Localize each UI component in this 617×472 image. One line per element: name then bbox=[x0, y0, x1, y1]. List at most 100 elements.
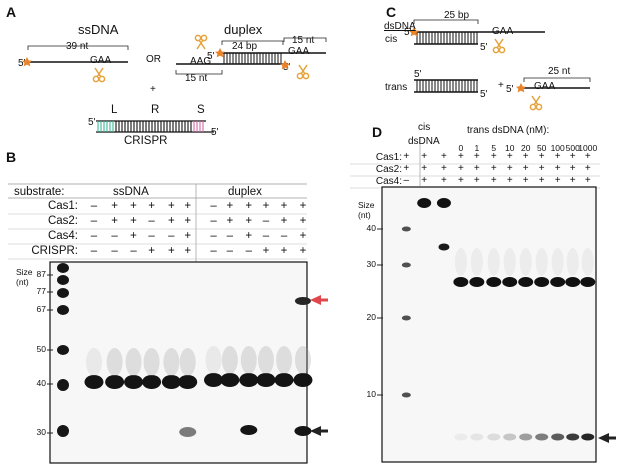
trans-gaa: GAA bbox=[534, 81, 556, 92]
trans-substrate-band bbox=[550, 277, 566, 287]
smear-d bbox=[566, 248, 579, 276]
cis-label-c: cis bbox=[385, 34, 398, 45]
concentration-0: 0 bbox=[458, 143, 464, 153]
ss-length-bracket bbox=[27, 45, 129, 50]
ladder-band-d bbox=[401, 262, 411, 268]
cell-d-r0-c11: + bbox=[584, 151, 591, 162]
ladder-band bbox=[57, 379, 69, 391]
ladder-band-d bbox=[401, 315, 411, 321]
cell-b-r0-c3: + bbox=[148, 200, 155, 212]
cell-b-r1-c7: + bbox=[226, 215, 234, 227]
trans-5prime-top: 5' bbox=[414, 69, 422, 80]
row-label-d-cas2: Cas2: bbox=[375, 164, 402, 175]
concentration-5: 5 bbox=[491, 143, 497, 153]
cell-d-r2-c11: + bbox=[584, 175, 591, 186]
duplex-scissors-right-icon bbox=[296, 64, 310, 80]
cell-b-r2-c6: – bbox=[210, 230, 217, 242]
crispr-S: S bbox=[197, 104, 205, 116]
cell-d-r1-c5: + bbox=[490, 163, 497, 174]
cis-scissors-icon bbox=[492, 38, 506, 54]
cleavage-band bbox=[179, 427, 197, 437]
cell-b-r2-c2: + bbox=[130, 230, 137, 242]
trans-label-d: trans dsDNA (nM): bbox=[467, 125, 550, 136]
main-band bbox=[220, 373, 240, 387]
main-band bbox=[161, 375, 181, 389]
cell-d-r0-c10: + bbox=[569, 151, 576, 162]
cell-b-r1-c5: + bbox=[184, 215, 192, 227]
cell-b-r1-c1: + bbox=[111, 215, 118, 227]
crispr-label: CRISPR bbox=[124, 135, 168, 147]
cell-d-r1-c0: + bbox=[403, 163, 410, 174]
dark-arrow-b-icon bbox=[310, 426, 328, 436]
cell-d-r2-c8: + bbox=[538, 175, 545, 186]
cell-b-r1-c10: + bbox=[280, 215, 288, 227]
cell-d-r2-c7: + bbox=[522, 175, 529, 186]
main-band bbox=[105, 375, 125, 389]
cell-b-r3-c9: + bbox=[262, 245, 270, 257]
red-arrow-icon bbox=[310, 295, 328, 305]
cell-b-r0-c4: + bbox=[168, 200, 175, 212]
smear bbox=[143, 348, 160, 376]
bp24-bracket bbox=[221, 40, 284, 45]
gel-b-frame bbox=[49, 261, 308, 464]
row-label-d-cas4: Cas4: bbox=[375, 176, 402, 187]
ladder-band bbox=[57, 345, 69, 355]
trans-substrate-band bbox=[580, 277, 596, 287]
trans-label-c: trans bbox=[385, 82, 408, 93]
cell-d-r1-c8: + bbox=[538, 163, 545, 174]
smear bbox=[221, 346, 238, 374]
cell-b-r0-c5: + bbox=[184, 200, 192, 212]
trans-cleavage-band bbox=[551, 433, 565, 441]
main-band bbox=[84, 375, 104, 389]
cell-b-r2-c8: + bbox=[245, 230, 253, 242]
ladder-band bbox=[57, 288, 69, 298]
ladder-band bbox=[57, 275, 69, 285]
cis-5prime-bottom: 5' bbox=[480, 42, 488, 53]
smear bbox=[276, 346, 293, 374]
size-marker-b: 30 bbox=[36, 427, 46, 437]
ladder-band-d bbox=[401, 226, 411, 232]
crispr-L: L bbox=[111, 104, 118, 116]
cell-b-r0-c7: + bbox=[226, 200, 234, 212]
cell-d-r2-c3: + bbox=[457, 175, 464, 186]
concentration-500: 500 bbox=[565, 143, 580, 153]
or-label: OR bbox=[146, 54, 161, 65]
cis-basepairs bbox=[416, 32, 478, 44]
size-marker-b: 50 bbox=[36, 344, 46, 354]
concentration-100: 100 bbox=[550, 143, 565, 153]
size-marker-d: 40 bbox=[366, 223, 376, 233]
cell-b-r3-c3: + bbox=[148, 245, 155, 257]
ss-star-icon bbox=[22, 57, 32, 67]
smear-d bbox=[551, 248, 564, 276]
duplex-aag: AAG bbox=[190, 56, 212, 67]
cell-d-r0-c2: + bbox=[441, 151, 447, 162]
trans-substrate-band bbox=[518, 277, 534, 287]
main-band bbox=[274, 373, 294, 387]
smear-d bbox=[470, 248, 483, 276]
smear-d bbox=[535, 248, 548, 276]
duplex-title: duplex bbox=[224, 22, 263, 37]
smear bbox=[125, 348, 142, 376]
trans-substrate-band bbox=[453, 277, 469, 287]
row-label-cas4: Cas4: bbox=[47, 230, 78, 242]
cell-d-r1-c2: + bbox=[441, 163, 447, 174]
gel-d-size-ticks bbox=[377, 228, 383, 396]
cell-d-r2-c9: + bbox=[554, 175, 561, 186]
main-band bbox=[142, 375, 162, 389]
trans-substrate-band bbox=[534, 277, 550, 287]
trans-substrate-band bbox=[502, 277, 518, 287]
cell-b-r1-c9: – bbox=[262, 215, 270, 227]
cis-5prime-top: 5' bbox=[404, 27, 412, 38]
cell-d-r2-c5: + bbox=[490, 175, 497, 186]
smear-d bbox=[503, 248, 516, 276]
trans-cleavage-band bbox=[535, 433, 549, 441]
bp25-label: 25 bp bbox=[444, 10, 470, 21]
cell-b-r2-c9: – bbox=[262, 230, 270, 242]
trans-basepairs bbox=[416, 80, 478, 92]
cell-d-r2-c1: + bbox=[421, 175, 428, 186]
gel-d-bands bbox=[401, 198, 596, 441]
cell-d-r2-c6: + bbox=[506, 175, 513, 186]
cell-d-r0-c8: + bbox=[538, 151, 545, 162]
nt25-label: 25 nt bbox=[548, 66, 571, 77]
row-label-cas2: Cas2: bbox=[47, 215, 78, 227]
